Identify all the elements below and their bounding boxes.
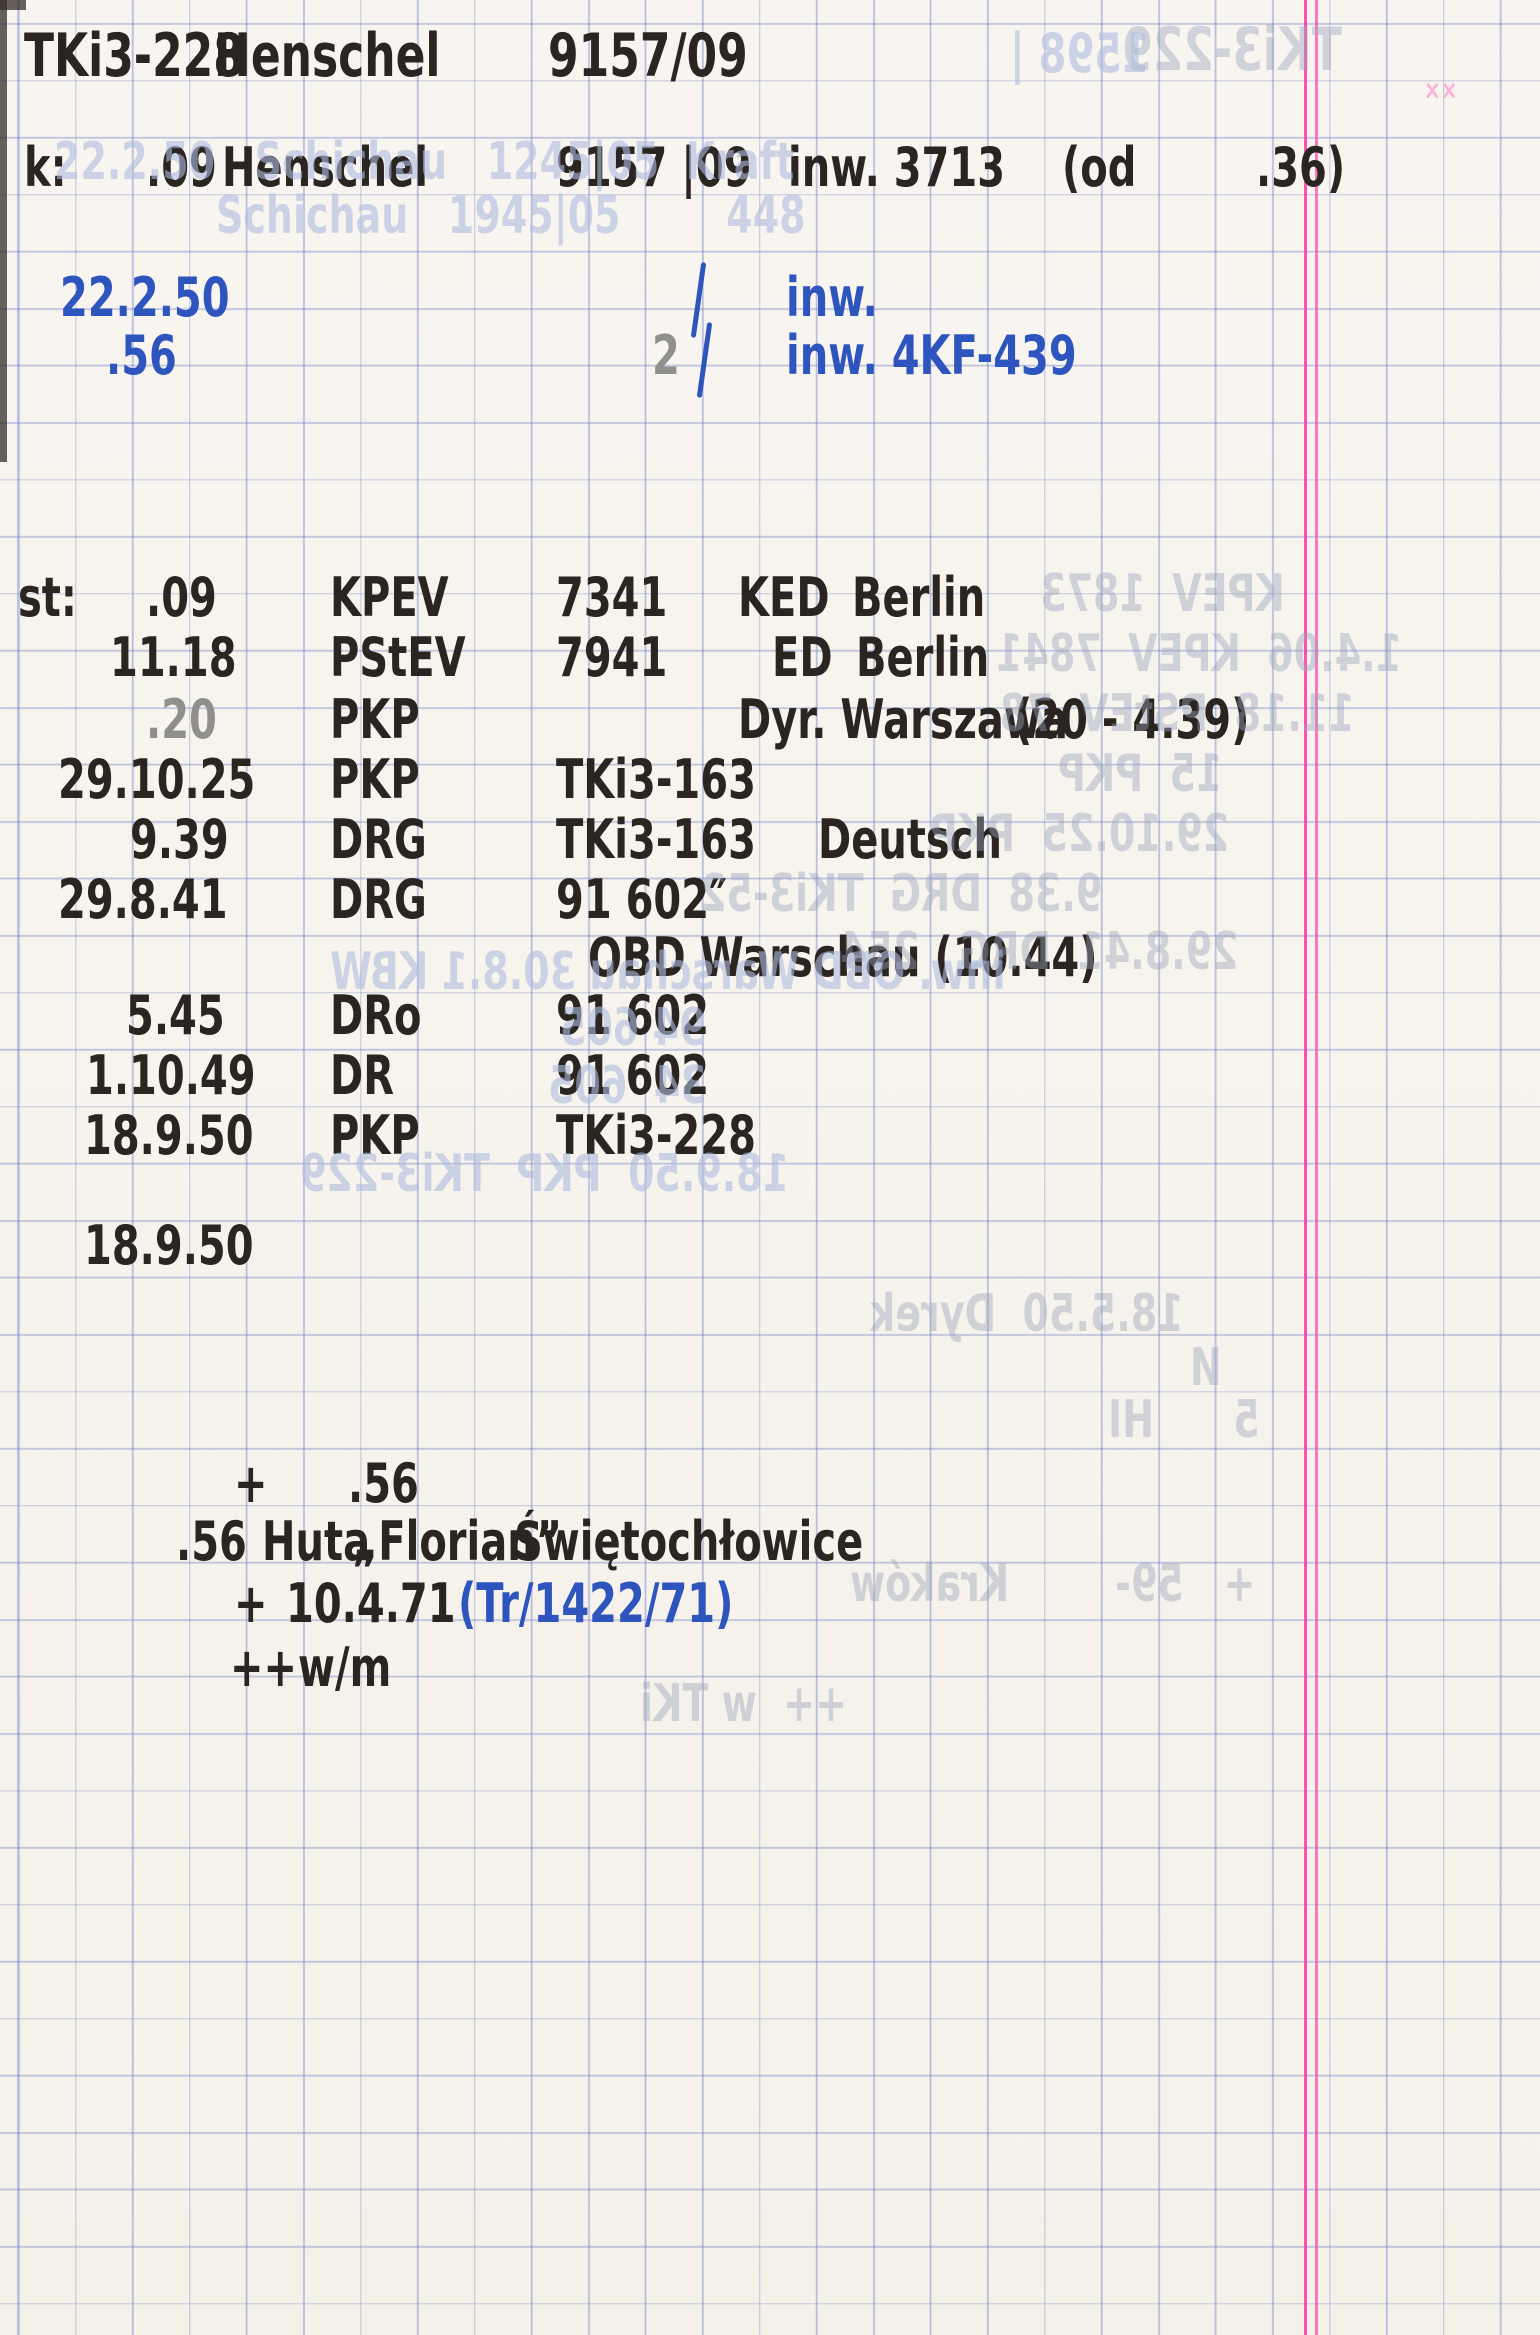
plus-56-row-text: .56 bbox=[348, 1453, 419, 1516]
margin-rule-line-outer bbox=[1304, 0, 1307, 2335]
cut-up-row-text: w/m bbox=[298, 1637, 392, 1700]
bleedthrough-text: ++ w TKi bbox=[640, 1673, 847, 1734]
bleedthrough-text: 15 PKP bbox=[1058, 743, 1223, 804]
st-1909-row-text: st: bbox=[18, 567, 77, 630]
scrapped-1971-row-text: + bbox=[234, 1573, 268, 1636]
acq-1956-row-text: inw. 4KF-439 bbox=[786, 325, 1077, 388]
acq-1950-row-text: inw. bbox=[786, 267, 878, 330]
bleedthrough-text: 22.2.50 Schichau 1245|05 Kraft bbox=[54, 131, 795, 192]
st-1941-row-text: DRG bbox=[330, 869, 427, 932]
st-1949-row-text: 91 602 bbox=[556, 1045, 710, 1108]
bleedthrough-text: + 59- Kraków bbox=[850, 1553, 1256, 1614]
bleedthrough-text: Schichau 1945|05 448 bbox=[216, 185, 806, 246]
cut-up-row-text: ++ bbox=[230, 1637, 298, 1700]
bleedthrough-text: KPEV 1873 bbox=[1040, 563, 1285, 624]
st-1944-row-text: OBD Warschau (10.44) bbox=[588, 927, 1098, 990]
st-1909-row-text: .09 bbox=[146, 567, 217, 630]
bleedthrough-text: 29.10.25 PKP bbox=[930, 803, 1230, 864]
bleedthrough-text: 5 HI bbox=[1108, 1389, 1260, 1450]
st-1939-row-text: DRG bbox=[330, 809, 427, 872]
st-1939-row-text: TKi3-163 bbox=[556, 809, 756, 872]
scan-edge-artifact bbox=[0, 0, 26, 10]
scrapped-1971-row-text: 10.4.71 bbox=[286, 1573, 456, 1636]
k-row-text: Henschel bbox=[222, 137, 428, 200]
bleedthrough-text: ×× bbox=[1424, 73, 1458, 106]
st-1939-row-text: Deutsch bbox=[818, 809, 1002, 872]
huta-florian-row-text: Świętochłowice bbox=[514, 1511, 864, 1574]
huta-florian-row-text: Huta bbox=[262, 1511, 371, 1574]
st-1925-row-text: TKi3-163 bbox=[556, 749, 756, 812]
st-1920-row-text: Dyr. Warszawa bbox=[738, 689, 1068, 752]
st-1920-row-text: .20 bbox=[146, 689, 217, 752]
k-row-text: .36) bbox=[1256, 137, 1346, 200]
bleedthrough-text: N bbox=[1190, 1337, 1222, 1398]
scrapped-1971-row-text: (Tr/1422/71) bbox=[458, 1573, 734, 1636]
st-1941-row-text: 91 602″ bbox=[556, 869, 727, 932]
st-1925-row-text: PKP bbox=[330, 749, 420, 812]
bleedthrough-text: 11.18 PStEV 78 bbox=[1000, 683, 1355, 744]
k-row-text: k: bbox=[24, 137, 67, 200]
acq-1956-row-text: 2 bbox=[652, 325, 680, 388]
st-1918-row-text: ED bbox=[772, 627, 833, 690]
header-row-text: Henschel bbox=[214, 21, 441, 91]
st-1950-row-text: PKP bbox=[330, 1105, 420, 1168]
scan-edge-artifact bbox=[0, 0, 7, 462]
header-row-text: TKi3-228 bbox=[24, 21, 244, 91]
st-1925-row-text: 29.10.25 bbox=[58, 749, 256, 812]
k-row-text: .09 bbox=[146, 137, 217, 200]
st-1909-row-text: Berlin bbox=[852, 567, 986, 630]
st-1950-row-text: 18.9.50 bbox=[84, 1105, 254, 1168]
st-1909-row-text: KPEV bbox=[330, 567, 449, 630]
header-row-text: 9157/09 bbox=[548, 21, 748, 91]
margin-rule-line-inner bbox=[1315, 0, 1318, 2335]
st-1945-row-text: 5.45 bbox=[126, 985, 225, 1048]
bleedthrough-text: 1.4.06 KPEV 7841 bbox=[996, 623, 1402, 684]
st-1909-row-text: KED bbox=[738, 567, 830, 630]
acq-1956-row-text: .56 bbox=[106, 325, 177, 388]
st-1918-row-text: 7941 bbox=[556, 627, 668, 690]
st-1949-row-text: 1.10.49 bbox=[86, 1045, 256, 1108]
st-1920-row-text: PKP bbox=[330, 689, 420, 752]
st-1918-row-text: Berlin bbox=[856, 627, 990, 690]
huta-florian-row-text: „Florian” bbox=[352, 1511, 562, 1574]
st-1945-row-text: DRo bbox=[330, 985, 422, 1048]
st-1949-row-text: DR bbox=[330, 1045, 395, 1108]
bleedthrough-text: 94 605 bbox=[560, 997, 706, 1058]
bleedthrough-text: inw. OBD Warschau 30.8.1 KBW bbox=[330, 941, 1006, 1002]
acq-1950-row-text: 22.2.50 bbox=[60, 267, 230, 330]
st-1909-row-text: 7341 bbox=[556, 567, 668, 630]
huta-florian-row-text: .56 bbox=[176, 1511, 247, 1574]
bleedthrough-text: 18.9.50 PKP TKi3-229 bbox=[300, 1143, 790, 1204]
bleedthrough-text: 34 605 bbox=[548, 1055, 707, 1116]
k-row-text: (od bbox=[1062, 137, 1137, 200]
st-1920-row-text: (20 - 4.39) bbox=[1014, 689, 1250, 752]
bleedthrough-text: TKi3-229 bbox=[1122, 15, 1342, 85]
k-row-text: inw. 3713 bbox=[788, 137, 1006, 200]
date-1950-row-text: 18.9.50 bbox=[84, 1215, 254, 1278]
st-1945-row-text: 91 602 bbox=[556, 985, 710, 1048]
st-1941-row-text: 29.8.41 bbox=[58, 869, 228, 932]
bleedthrough-text: 9.38 DRG TKi3-52 bbox=[700, 863, 1103, 924]
st-1950-row-text: TKi3-228 bbox=[556, 1105, 756, 1168]
st-1918-row-text: 11.18 bbox=[110, 627, 237, 690]
k-row-text: 9157 |09 bbox=[556, 137, 752, 200]
plus-56-row-text: + bbox=[234, 1453, 268, 1516]
bleedthrough-text: 18.5.50 Dyrek bbox=[870, 1283, 1184, 1344]
bleedthrough-text: 1598 | bbox=[1010, 23, 1150, 86]
st-1918-row-text: PStEV bbox=[330, 627, 466, 690]
st-1939-row-text: 9.39 bbox=[130, 809, 229, 872]
